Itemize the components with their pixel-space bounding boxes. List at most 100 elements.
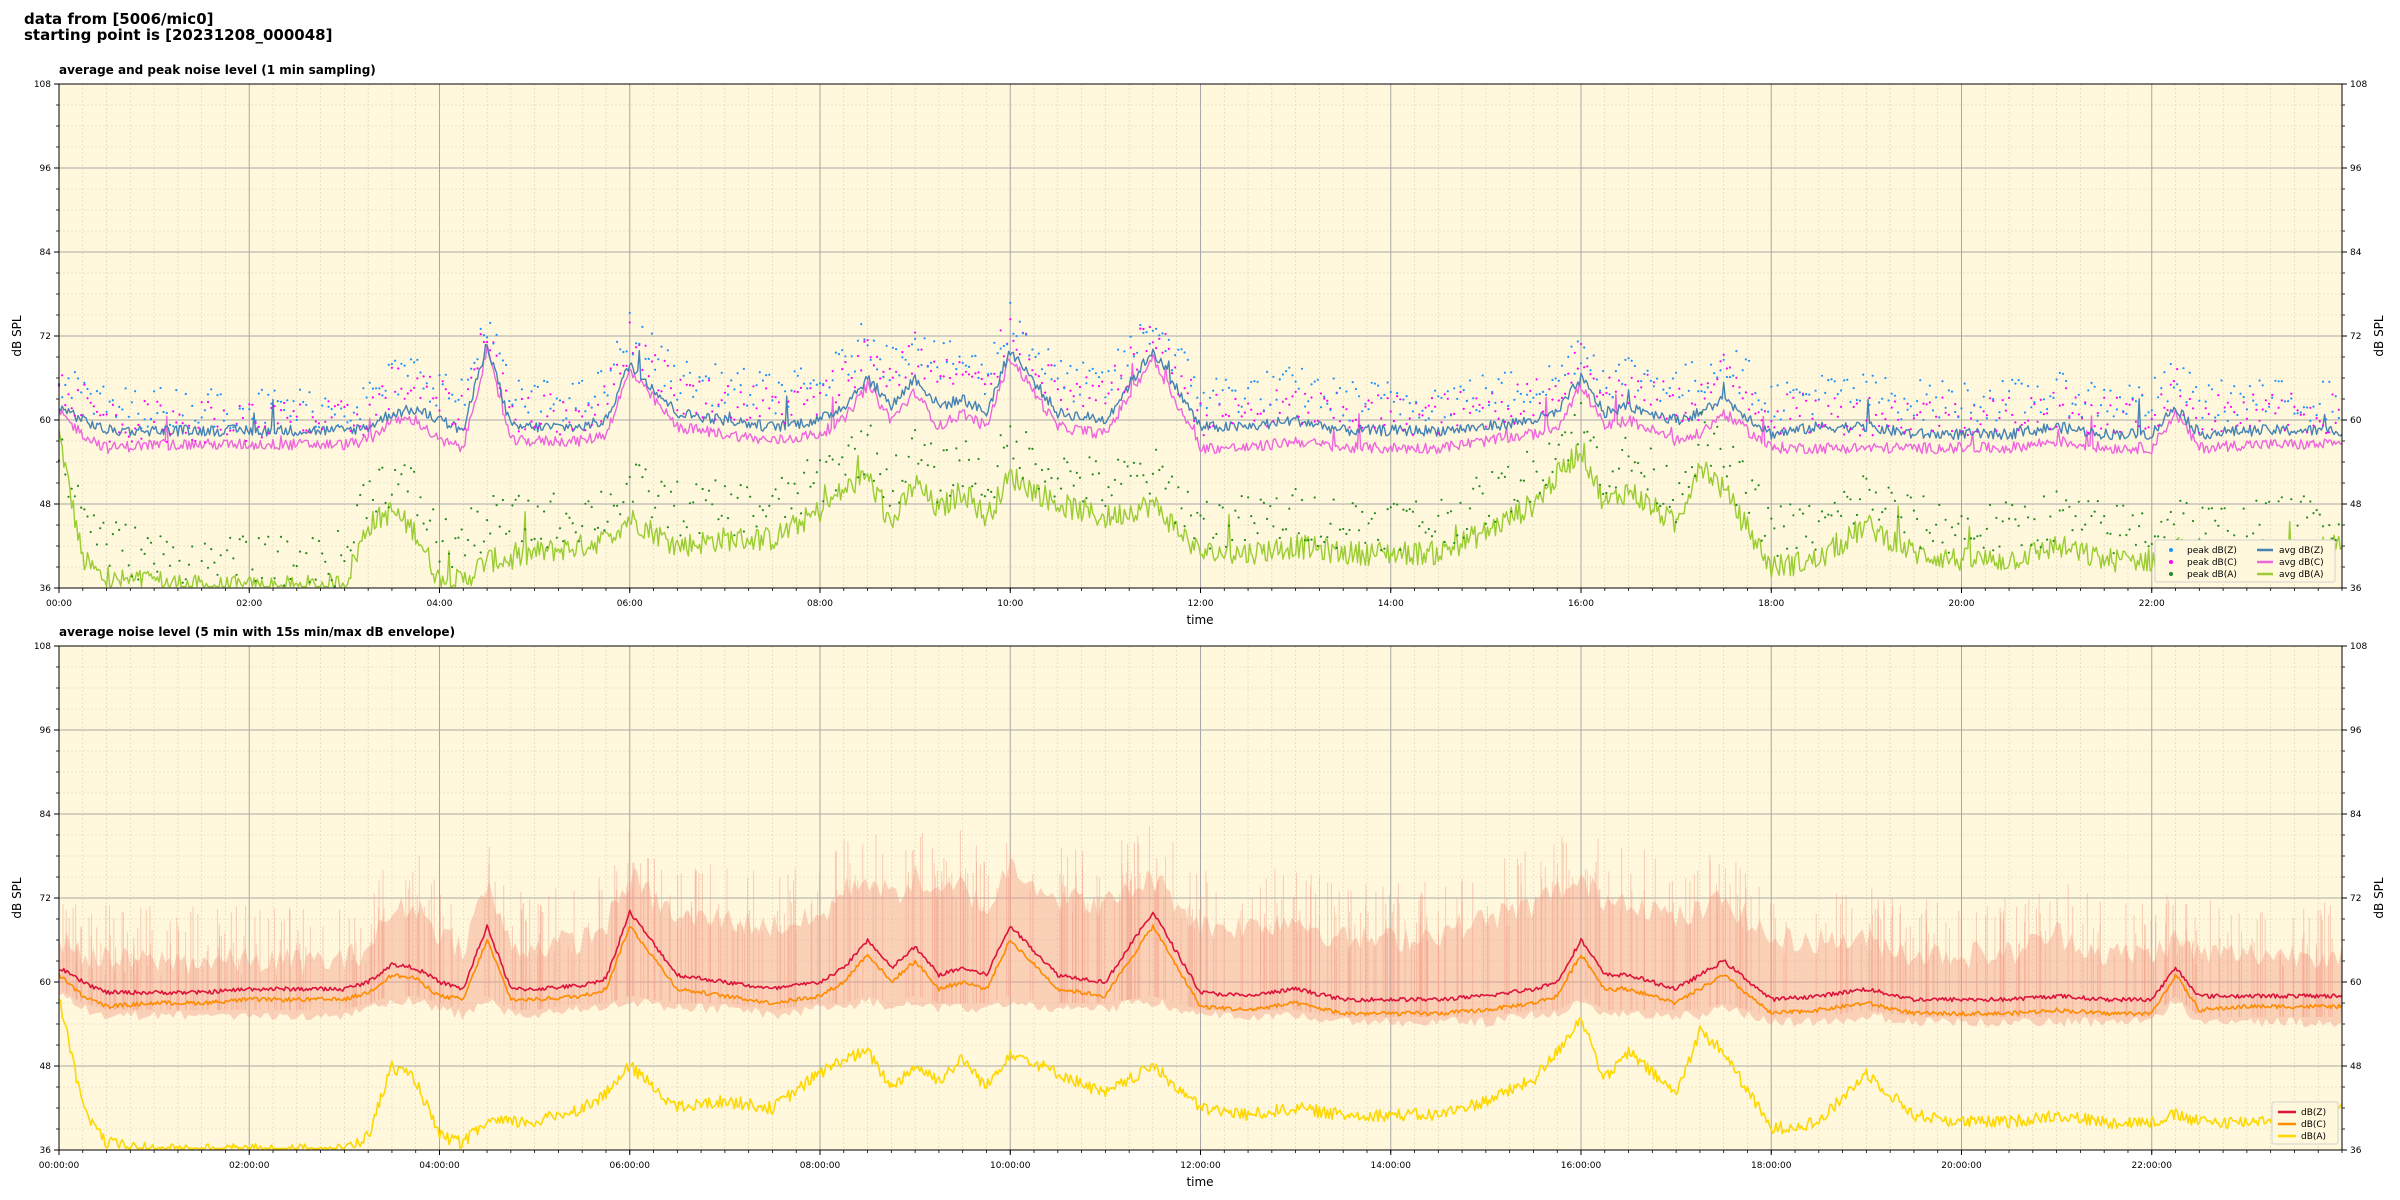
peak-dot (736, 496, 739, 499)
peak-dot (882, 370, 885, 373)
peak-dot (83, 381, 86, 384)
peak-dot (2017, 524, 2020, 527)
peak-dot (428, 375, 432, 378)
peak-dot (425, 385, 428, 388)
peak-dot (501, 498, 504, 502)
peak-dot (2014, 518, 2017, 521)
peak-dot (1145, 331, 1148, 334)
peak-dot (1976, 535, 1979, 538)
peak-dot (1995, 516, 1998, 520)
peak-dot (1338, 528, 1342, 531)
peak-dot (1212, 424, 1215, 427)
peak-dot (1332, 416, 1335, 419)
peak-dot (1700, 390, 1703, 393)
peak-dot (1573, 372, 1576, 375)
peak-dot (1671, 498, 1675, 502)
peak-dot (1500, 472, 1503, 475)
peak-dot (99, 527, 102, 530)
peak-dot (1979, 534, 1982, 537)
peak-dot (1294, 390, 1297, 393)
peak-dot (1136, 351, 1139, 354)
peak-dot (2084, 402, 2087, 405)
peak-dot (1795, 388, 1798, 391)
peak-dot (298, 550, 302, 553)
peak-dot (1916, 400, 1919, 403)
peak-dot (1078, 393, 1082, 396)
peak-dot (1348, 426, 1351, 429)
peak-dot (517, 430, 520, 433)
peak-dot (1392, 400, 1395, 403)
peak-dot (844, 473, 847, 476)
peak-dot (1132, 461, 1135, 464)
peak-dot (1300, 422, 1304, 425)
peak-dot (1659, 504, 1662, 508)
peak-dot (203, 441, 206, 444)
peak-dot (1158, 334, 1161, 337)
peak-dot (1814, 548, 1817, 551)
peak-dot (1792, 514, 1795, 517)
peak-dot (885, 385, 888, 388)
peak-dot (2210, 507, 2214, 510)
legend-marker (2169, 560, 2173, 564)
peak-dot (400, 362, 403, 365)
peak-dot (1675, 414, 1678, 417)
peak-dot (2046, 538, 2049, 541)
peak-dot (1319, 406, 1323, 409)
peak-dot (1827, 513, 1830, 516)
peak-dot (1224, 378, 1227, 381)
peak-dot (130, 401, 133, 404)
peak-dot (679, 534, 682, 537)
peak-dot (1973, 537, 1976, 540)
peak-dot (1323, 540, 1326, 544)
peak-dot (1532, 396, 1535, 399)
peak-dot (168, 432, 172, 435)
peak-dot (441, 383, 444, 386)
peak-dot (1532, 414, 1535, 417)
peak-dot (571, 428, 574, 431)
peak-dot (1139, 462, 1142, 465)
peak-dot (1481, 492, 1484, 495)
peak-dot (920, 348, 923, 351)
peak-dot (451, 565, 454, 569)
peak-dot (2049, 427, 2052, 430)
peak-dot (1285, 397, 1288, 400)
peak-dot (226, 549, 229, 552)
peak-dot (1402, 428, 1405, 431)
peak-dot (1364, 405, 1367, 408)
peak-dot (1031, 348, 1034, 351)
peak-dot (1830, 412, 1833, 415)
peak-dot (879, 377, 882, 380)
peak-dot (1151, 329, 1154, 332)
peak-dot (1399, 548, 1402, 552)
peak-dot (707, 379, 711, 382)
peak-dot (834, 401, 838, 404)
peak-dot (1364, 402, 1367, 405)
peak-dot (2058, 404, 2061, 407)
peak-dot (784, 422, 787, 425)
peak-dot (866, 344, 869, 347)
peak-dot (1231, 389, 1234, 392)
peak-dot (980, 493, 983, 496)
peak-dot (714, 363, 717, 366)
peak-dot (1938, 416, 1941, 419)
peak-dot (780, 476, 784, 479)
peak-dot (2239, 392, 2242, 395)
peak-dot (1094, 399, 1097, 402)
peak-dot (1786, 393, 1789, 396)
peak-dot (413, 386, 416, 389)
peak-dot (1529, 389, 1532, 392)
peak-dot (1307, 400, 1310, 403)
peak-dot (61, 374, 64, 377)
peak-dot (1237, 410, 1240, 414)
peak-dot (1465, 527, 1468, 531)
peak-dot (2049, 515, 2052, 518)
peak-dot (140, 437, 143, 440)
peak-dot (530, 420, 533, 423)
peak-dot (863, 338, 866, 341)
peak-dot (381, 385, 384, 388)
peak-dot (1529, 400, 1532, 404)
peak-dot (1849, 400, 1852, 404)
peak-dot (2147, 411, 2150, 414)
peak-dot (1554, 457, 1557, 461)
peak-dot (2080, 528, 2084, 531)
